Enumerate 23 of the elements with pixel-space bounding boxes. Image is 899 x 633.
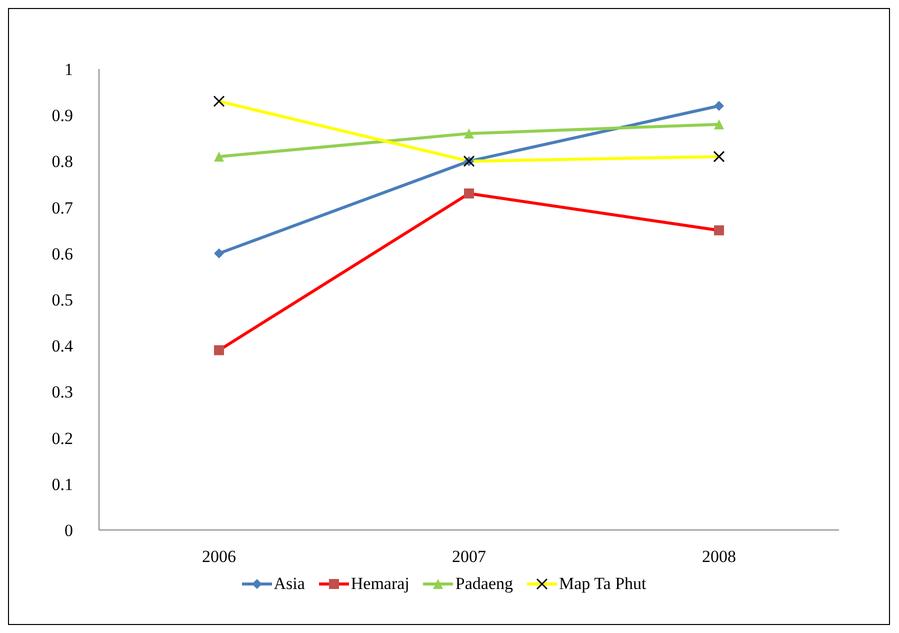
y-tick-label: 0.7 [52, 198, 74, 218]
y-tick-label: 0.8 [52, 152, 73, 172]
y-tick-label: 0.6 [52, 244, 73, 264]
point [464, 128, 474, 139]
point [714, 100, 724, 111]
x-tick-label: 2008 [702, 547, 736, 566]
y-tick-label: 0 [64, 521, 73, 540]
point [714, 119, 724, 130]
x-tick-label: 2007 [452, 547, 486, 566]
y-tick-label: 0.3 [52, 382, 73, 402]
y-tick-label: 0.9 [52, 106, 73, 126]
legend-label: Hemaraj [350, 574, 410, 594]
y-tick-label: 0.1 [52, 474, 73, 494]
y-tick-label: 1 [64, 60, 73, 80]
y-tick-label: 0.2 [52, 428, 73, 448]
y-tick-label: 0.5 [52, 290, 73, 310]
y-tick-label: 0.4 [52, 336, 74, 356]
point [214, 248, 224, 258]
legend-label: Padaeng [455, 574, 513, 594]
x-tick-label: 2006 [202, 547, 236, 566]
point [214, 152, 224, 162]
legend-label: Map Ta Phut [559, 574, 646, 594]
legend-label: Asia [274, 574, 305, 594]
